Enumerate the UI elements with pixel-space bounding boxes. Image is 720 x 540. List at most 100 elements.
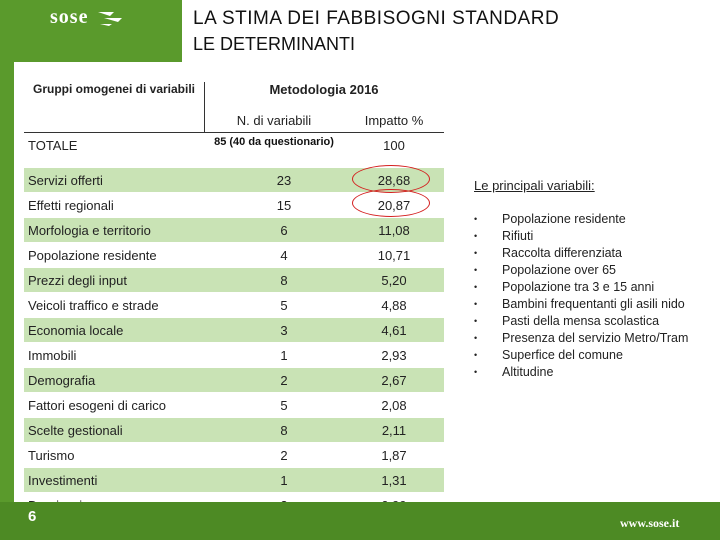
list-item: • Pasti della mensa scolastica [474, 313, 688, 330]
row-name: Morfologia e territorio [28, 222, 151, 238]
row-name: Servizi offerti [28, 172, 103, 188]
list-item-label: Pasti della mensa scolastica [502, 314, 660, 328]
method-header: Metodologia 2016 [269, 82, 379, 97]
table-row: Prezzi degli input 8 5,20 [24, 268, 444, 293]
list-item: • Popolazione residente [474, 211, 688, 228]
list-item-label: Bambini frequentanti gli asili nido [502, 297, 685, 311]
bullet-icon: • [474, 316, 478, 326]
row-impact: 10,71 [377, 247, 411, 263]
list-item: • Bambini frequentanti gli asili nido [474, 296, 688, 313]
table-row: Morfologia e territorio 6 11,08 [24, 218, 444, 243]
page-title: LA STIMA DEI FABBISOGNI STANDARD [193, 8, 560, 29]
logo-mark-icon [98, 12, 122, 26]
row-name: Demografia [28, 372, 96, 388]
footer-bar [0, 502, 720, 540]
row-name: Effetti regionali [28, 197, 114, 213]
groups-table: Servizi offerti 23 28,68 Effetti regionali 1… [24, 168, 444, 518]
row-impact: 11,08 [378, 222, 410, 238]
row-n-variables: 1 [280, 347, 288, 363]
bullet-icon: • [474, 333, 478, 343]
method-subheader-divider [204, 106, 444, 133]
row-n-variables: 5 [280, 297, 288, 313]
row-name: Scelte gestionali [28, 422, 123, 438]
bullet-icon: • [474, 265, 478, 275]
row-name: Fattori esogeni di carico [28, 397, 167, 413]
row-impact: 1,87 [381, 447, 407, 463]
table-row: Economia locale 3 4,61 [24, 318, 444, 343]
row-n-variables: 5 [280, 397, 288, 413]
row-impact: 2,08 [381, 397, 407, 413]
table-row: Popolazione residente 4 10,71 [24, 243, 444, 268]
table-row: Investimenti 1 1,31 [24, 468, 444, 493]
row-n-variables: 1 [280, 472, 288, 488]
list-item-label: Superfice del comune [502, 348, 623, 362]
list-item-label: Popolazione residente [502, 212, 626, 226]
list-item-label: Presenza del servizio Metro/Tram [502, 331, 689, 345]
bullet-icon: • [474, 299, 478, 309]
list-item: • Popolazione over 65 [474, 262, 688, 279]
row-name: Economia locale [28, 322, 124, 338]
list-item: • Popolazione tra 3 e 15 anni [474, 279, 688, 296]
row-n-variables: 6 [280, 222, 288, 238]
footer-url: www.sose.it [620, 516, 680, 530]
list-item-label: Popolazione over 65 [502, 263, 616, 277]
row-impact: 2,93 [381, 347, 407, 363]
row-n-variables: 2 [280, 372, 288, 388]
bullet-icon: • [474, 367, 478, 377]
bullet-icon: • [474, 248, 478, 258]
bullet-icon: • [474, 350, 478, 360]
list-item: • Rifiuti [474, 228, 688, 245]
logo: sose [0, 0, 182, 62]
table-row: Scelte gestionali 8 2,11 [24, 418, 444, 443]
row-impact: 5,20 [381, 272, 407, 288]
row-n-variables: 15 [276, 197, 292, 213]
list-item: • Raccolta differenziata [474, 245, 688, 262]
table-row: Demografia 2 2,67 [24, 368, 444, 393]
bullet-icon: • [474, 231, 478, 241]
total-n-variables: 85 (40 da questionario) [214, 136, 334, 148]
row-n-variables: 8 [280, 272, 288, 288]
list-item-label: Altitudine [502, 365, 554, 379]
row-name: Immobili [28, 347, 77, 363]
header: sose LA STIMA DEI FABBISOGNI STANDARD LE… [0, 0, 720, 62]
row-impact: 4,61 [381, 322, 407, 338]
page-number: 6 [28, 508, 37, 525]
table-row: Turismo 2 1,87 [24, 443, 444, 468]
row-name: Prezzi degli input [28, 272, 127, 288]
table-row: Veicoli traffico e strade 5 4,88 [24, 293, 444, 318]
table-row: Immobili 1 2,93 [24, 343, 444, 368]
list-item-label: Rifiuti [502, 229, 534, 243]
bullet-icon: • [474, 214, 478, 224]
impact-header: Impatto % [364, 113, 424, 128]
list-item: • Superfice del comune [474, 347, 688, 364]
left-accent-bar [0, 62, 14, 502]
row-name: Veicoli traffico e strade [28, 297, 159, 313]
row-impact: 2,67 [381, 372, 407, 388]
row-name: Turismo [28, 447, 75, 463]
row-impact: 1,31 [381, 472, 407, 488]
row-n-variables: 2 [280, 447, 288, 463]
row-name: Popolazione residente [28, 247, 157, 263]
list-item: • Altitudine [474, 364, 688, 381]
total-impact: 100 [383, 138, 405, 153]
row-name: Investimenti [28, 472, 98, 488]
side-title: Le principali variabili: [474, 178, 595, 193]
row-n-variables: 4 [280, 247, 288, 263]
main-variables-list: • Popolazione residente • Rifiuti • Raccolta … [474, 211, 688, 381]
total-label: TOTALE [28, 138, 78, 153]
group-column-header: Gruppi omogenei di variabili [24, 82, 205, 133]
bullet-icon: • [474, 282, 478, 292]
row-impact: 4,88 [381, 297, 407, 313]
highlight-oval [352, 189, 430, 217]
list-item-label: Popolazione tra 3 e 15 anni [502, 280, 655, 294]
list-item-label: Raccolta differenziata [502, 246, 622, 260]
n-variables-header: N. di variabili [236, 113, 312, 128]
page-subtitle: LE DETERMINANTI [193, 34, 356, 54]
row-n-variables: 8 [280, 422, 288, 438]
list-item: • Presenza del servizio Metro/Tram [474, 330, 688, 347]
row-impact: 2,11 [381, 422, 407, 438]
row-n-variables: 3 [280, 322, 288, 338]
row-n-variables: 23 [276, 172, 292, 188]
logo-text: sose [50, 6, 89, 28]
table-row: Fattori esogeni di carico 5 2,08 [24, 393, 444, 418]
